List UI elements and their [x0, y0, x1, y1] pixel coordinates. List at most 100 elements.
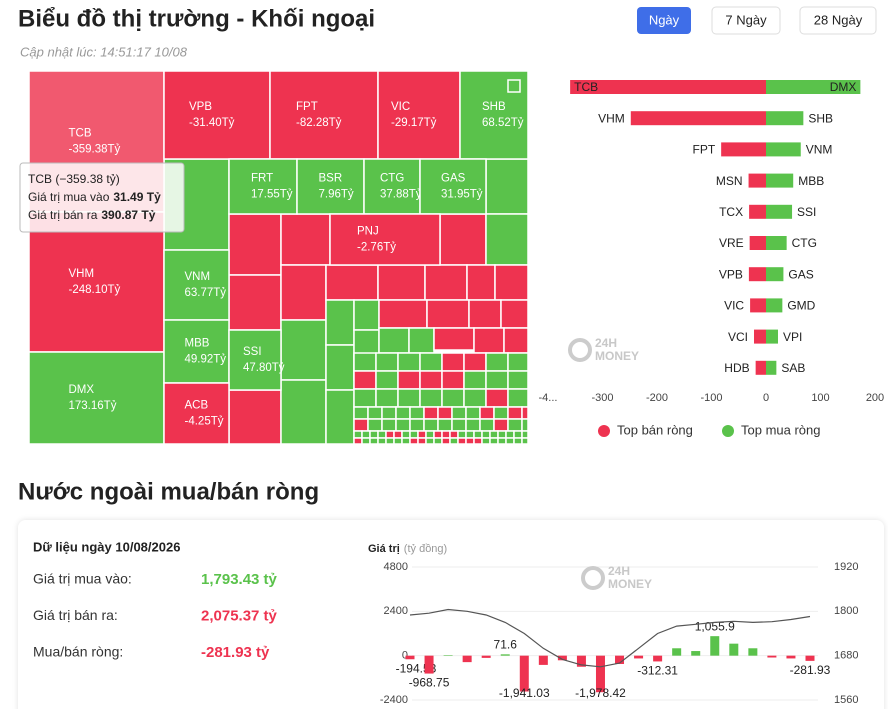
- summary-label: Giá trị bán ra:: [33, 607, 118, 623]
- button-7day[interactable]: [711, 6, 781, 35]
- y-tick-label: 0: [402, 650, 408, 662]
- button-label[interactable]: 7 Ngày: [725, 12, 767, 27]
- treemap-tile: [353, 437, 363, 445]
- bar: [748, 173, 766, 188]
- x-tick-label: 0: [763, 392, 769, 404]
- treemap-tile: [28, 351, 165, 445]
- treemap-tile: [375, 370, 399, 390]
- tooltip-row: Giá trị mua vào 31.49 Tỷ: [28, 190, 161, 204]
- tile-code: PNJ: [357, 226, 379, 238]
- bar: [755, 360, 766, 375]
- bar: [766, 204, 793, 219]
- summary-label: Giá trị mua vào:: [33, 571, 132, 587]
- treemap-tile: [28, 211, 165, 353]
- bar: [443, 655, 453, 656]
- treemap-tile: [419, 158, 487, 215]
- treemap-tile: [473, 327, 505, 354]
- treemap-tile: [401, 430, 411, 439]
- treemap-tile: [397, 370, 421, 390]
- x-tick-label: -300: [591, 392, 613, 404]
- treemap-tile: [329, 213, 441, 266]
- treemap-tile: [465, 430, 475, 439]
- treemap-tile: [513, 430, 523, 439]
- treemap-tile: [521, 430, 529, 439]
- treemap-tile: [485, 158, 529, 215]
- bar-label: MSN: [716, 174, 743, 188]
- data-label: -1,941.03: [499, 686, 550, 700]
- treemap-tile: [468, 299, 502, 329]
- treemap-tile: [425, 430, 435, 439]
- treemap-tile: [353, 388, 377, 408]
- bar-label: VHM: [598, 111, 625, 125]
- treemap-tile: [361, 430, 371, 439]
- treemap-tile: [489, 430, 499, 439]
- bar: [748, 267, 766, 282]
- treemap-tile: [228, 274, 282, 331]
- y2-tick-label: 1680: [834, 650, 858, 662]
- bar: [767, 655, 777, 658]
- treemap-tile: [439, 213, 487, 266]
- data-label: -1,978.42: [575, 686, 626, 700]
- treemap-tile: [485, 352, 509, 372]
- treemap-tile: [457, 437, 467, 445]
- y-axis-title: Giá trị (tỷ đồng): [368, 543, 447, 555]
- treemap-tile: [433, 437, 443, 445]
- treemap-tile: [493, 406, 509, 420]
- combo-chart: Giá trị mua vào: 1,793.43 tỷ Giá trị bán r…: [33, 543, 858, 706]
- tile-code: VPB: [189, 101, 212, 113]
- y2-tick-label: 1800: [834, 605, 858, 617]
- y2-tick-label: 1920: [834, 561, 858, 573]
- tile-value: -82.28Tỷ: [296, 117, 342, 129]
- button-label[interactable]: 28 Ngày: [814, 12, 863, 27]
- treemap-tile: [369, 437, 379, 445]
- tile-value: 37.88Tỷ: [380, 189, 422, 201]
- y-tick-label: 4800: [384, 561, 408, 573]
- treemap-tile: [228, 389, 282, 445]
- watermark: MONEY: [608, 577, 652, 591]
- watermark: 24H: [608, 564, 630, 578]
- tile-code: SSI: [243, 346, 262, 358]
- tile-value: -248.10Tỷ: [69, 284, 121, 296]
- treemap-tile: [465, 437, 475, 445]
- treemap-tile: [457, 430, 467, 439]
- bar-label: VNM: [806, 143, 833, 157]
- treemap-tile: [463, 388, 487, 408]
- treemap-tile: [228, 213, 282, 276]
- bar: [766, 329, 778, 344]
- tooltip-label: Giá trị mua vào: [28, 190, 110, 204]
- treemap-tile: [385, 430, 395, 439]
- tile-code: VNM: [185, 271, 211, 283]
- treemap-tile: [378, 299, 428, 329]
- tile-value: 68.52Tỷ: [482, 117, 524, 129]
- tile-value: 31.95Tỷ: [441, 189, 483, 201]
- treemap-tile: [280, 264, 327, 321]
- treemap-tile: [395, 406, 411, 420]
- treemap: TCB -359.38Tỷ VHM -248.10Tỷ DMX 173.16Tỷ VPB -3…: [19, 70, 529, 445]
- net-bar-chart: -4... -300 -200 -100 0 100 200 TCB VHM FPT MSN TCX V…: [539, 80, 884, 437]
- treemap-tile: [401, 437, 411, 445]
- summary-value: -281.93 tỷ: [201, 644, 270, 661]
- treemap-tile: [381, 406, 397, 420]
- bar: [424, 655, 434, 674]
- button-28day[interactable]: [799, 6, 877, 35]
- data-label: -281.93: [790, 663, 831, 677]
- treemap-tile: [424, 264, 468, 301]
- treemap-tile: [409, 418, 425, 432]
- treemap-tile: [485, 388, 509, 408]
- treemap-tile: [425, 437, 435, 445]
- treemap-tile: [497, 430, 507, 439]
- bar-label: TCB: [574, 80, 598, 94]
- bar: [805, 655, 815, 661]
- treemap-tile: [353, 406, 369, 420]
- button-day[interactable]: [637, 7, 691, 34]
- treemap-tile: [325, 389, 355, 445]
- bar: [766, 298, 783, 313]
- treemap-tile: [353, 352, 377, 372]
- bar: [786, 655, 796, 659]
- bar-label: GAS: [788, 267, 813, 281]
- bar: [749, 236, 766, 250]
- bar: [405, 655, 415, 660]
- bar: [748, 648, 758, 656]
- button-label[interactable]: Ngày: [649, 12, 680, 27]
